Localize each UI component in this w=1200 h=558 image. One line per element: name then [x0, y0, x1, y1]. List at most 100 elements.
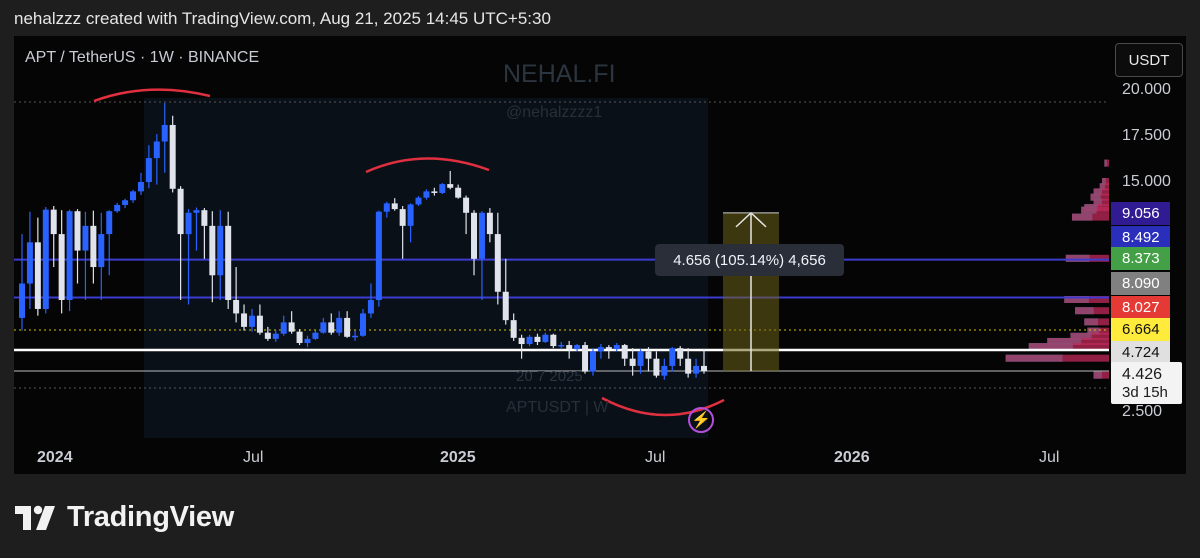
y-tick-label: 17.500: [1122, 127, 1171, 144]
volume-profile-bar: [1005, 354, 1109, 362]
candle-body: [233, 300, 240, 314]
x-tick-label: Jul: [1039, 449, 1060, 466]
candle-body: [510, 320, 517, 338]
candle-body: [106, 211, 113, 235]
candle-body: [478, 212, 485, 259]
watermark: NEHAL.FI: [503, 60, 616, 88]
candle-body: [486, 212, 493, 235]
volume-profile-bar: [1070, 332, 1109, 340]
candle-body: [130, 191, 137, 201]
candle-body: [193, 210, 200, 213]
candle-body: [137, 182, 144, 192]
candle-body: [502, 291, 509, 321]
candle-body: [352, 335, 359, 338]
candle-body: [582, 345, 589, 372]
candle-body: [589, 351, 596, 372]
candle-body: [185, 212, 192, 235]
peak-arc: [365, 157, 490, 174]
x-tick-label: 2025: [440, 449, 476, 466]
candle-body: [455, 187, 462, 198]
candle-body: [336, 317, 343, 333]
volume-profile-bar: [1065, 254, 1109, 262]
candle-body: [161, 124, 168, 142]
price-label: 8.492: [1111, 226, 1170, 249]
candle-body: [225, 225, 232, 300]
candle-body: [272, 333, 279, 339]
trough-arc: [601, 396, 725, 417]
price-label: 8.090: [1111, 272, 1170, 295]
candle-body: [518, 337, 525, 345]
candle-body: [375, 211, 382, 300]
candle-body: [447, 184, 454, 188]
candle-body: [574, 345, 581, 350]
candle-body: [264, 332, 271, 339]
candle-body: [637, 351, 644, 366]
price-label: 8.373: [1111, 247, 1170, 270]
volume-profile-bar: [1084, 318, 1109, 326]
currency-button[interactable]: USDT: [1115, 43, 1183, 77]
candle-body: [693, 365, 700, 374]
measure-tooltip: 4.656 (105.14%) 4,656: [655, 244, 844, 276]
candle-body: [58, 234, 65, 300]
current-price-value: 4.426: [1122, 366, 1163, 383]
volume-profile-bar: [1093, 198, 1109, 206]
candle-body: [661, 365, 668, 376]
candle-body: [19, 283, 25, 318]
candle-body: [304, 338, 311, 343]
candle-body: [701, 365, 707, 372]
candle-body: [431, 191, 438, 193]
date-watermark: 20 7 2025: [516, 368, 583, 385]
candle-body: [66, 211, 73, 300]
candle-body: [391, 203, 398, 210]
candle-body: [399, 209, 406, 226]
y-tick-label: 20.000: [1122, 81, 1171, 98]
volume-profile-bar: [1047, 337, 1109, 345]
peak-arc: [93, 88, 211, 103]
candle-body: [383, 203, 390, 212]
price-label: 6.664: [1111, 318, 1170, 341]
candle-body: [439, 184, 446, 193]
price-label: 4.724: [1111, 341, 1170, 364]
pair-watermark: APTUSDT | W: [506, 399, 609, 416]
handle-watermark: @nehalzzzz1: [506, 104, 603, 121]
symbol-title[interactable]: APT / TetherUS · 1W · BINANCE: [25, 49, 260, 66]
price-label: 9.056: [1111, 202, 1170, 225]
x-tick-label: Jul: [243, 449, 264, 466]
volume-profile-bar: [1090, 193, 1109, 201]
price-chart[interactable]: [14, 36, 1186, 474]
candle-body: [542, 334, 549, 342]
candle-body: [534, 336, 541, 342]
candle-body: [685, 358, 692, 374]
volume-profile-bar: [1093, 188, 1109, 196]
candle-body: [320, 322, 327, 333]
candle-body: [621, 345, 628, 359]
volume-profile-bar: [1081, 206, 1109, 214]
candle-body: [645, 351, 652, 359]
candle-body: [597, 347, 604, 352]
y-tick-label: 2.500: [1122, 403, 1163, 420]
y-tick-label: 15.000: [1122, 173, 1171, 190]
candle-body: [328, 322, 335, 333]
chart-area[interactable]: [14, 36, 1186, 474]
candle-body: [153, 141, 160, 159]
volume-profile-bar: [1099, 183, 1109, 191]
candle-body: [494, 234, 501, 292]
candle-body: [201, 210, 208, 226]
candle-body: [122, 200, 129, 205]
candle-body: [288, 322, 295, 332]
volume-profile-bar: [1075, 307, 1109, 315]
current-price-label: 4.426 3d 15h: [1111, 362, 1182, 404]
candle-body: [177, 188, 184, 235]
candle-body: [98, 234, 105, 268]
candle-body: [558, 345, 565, 347]
lightning-icon[interactable]: ⚡: [688, 407, 714, 433]
candle-body: [82, 225, 89, 251]
candle-body: [169, 124, 176, 189]
volume-profile-bar: [1028, 343, 1109, 351]
candle-body: [256, 315, 263, 333]
x-tick-label: Jul: [645, 449, 666, 466]
candle-body: [677, 348, 684, 359]
candle-body: [145, 158, 152, 182]
candle-body: [74, 211, 81, 251]
candle-body: [90, 225, 97, 268]
